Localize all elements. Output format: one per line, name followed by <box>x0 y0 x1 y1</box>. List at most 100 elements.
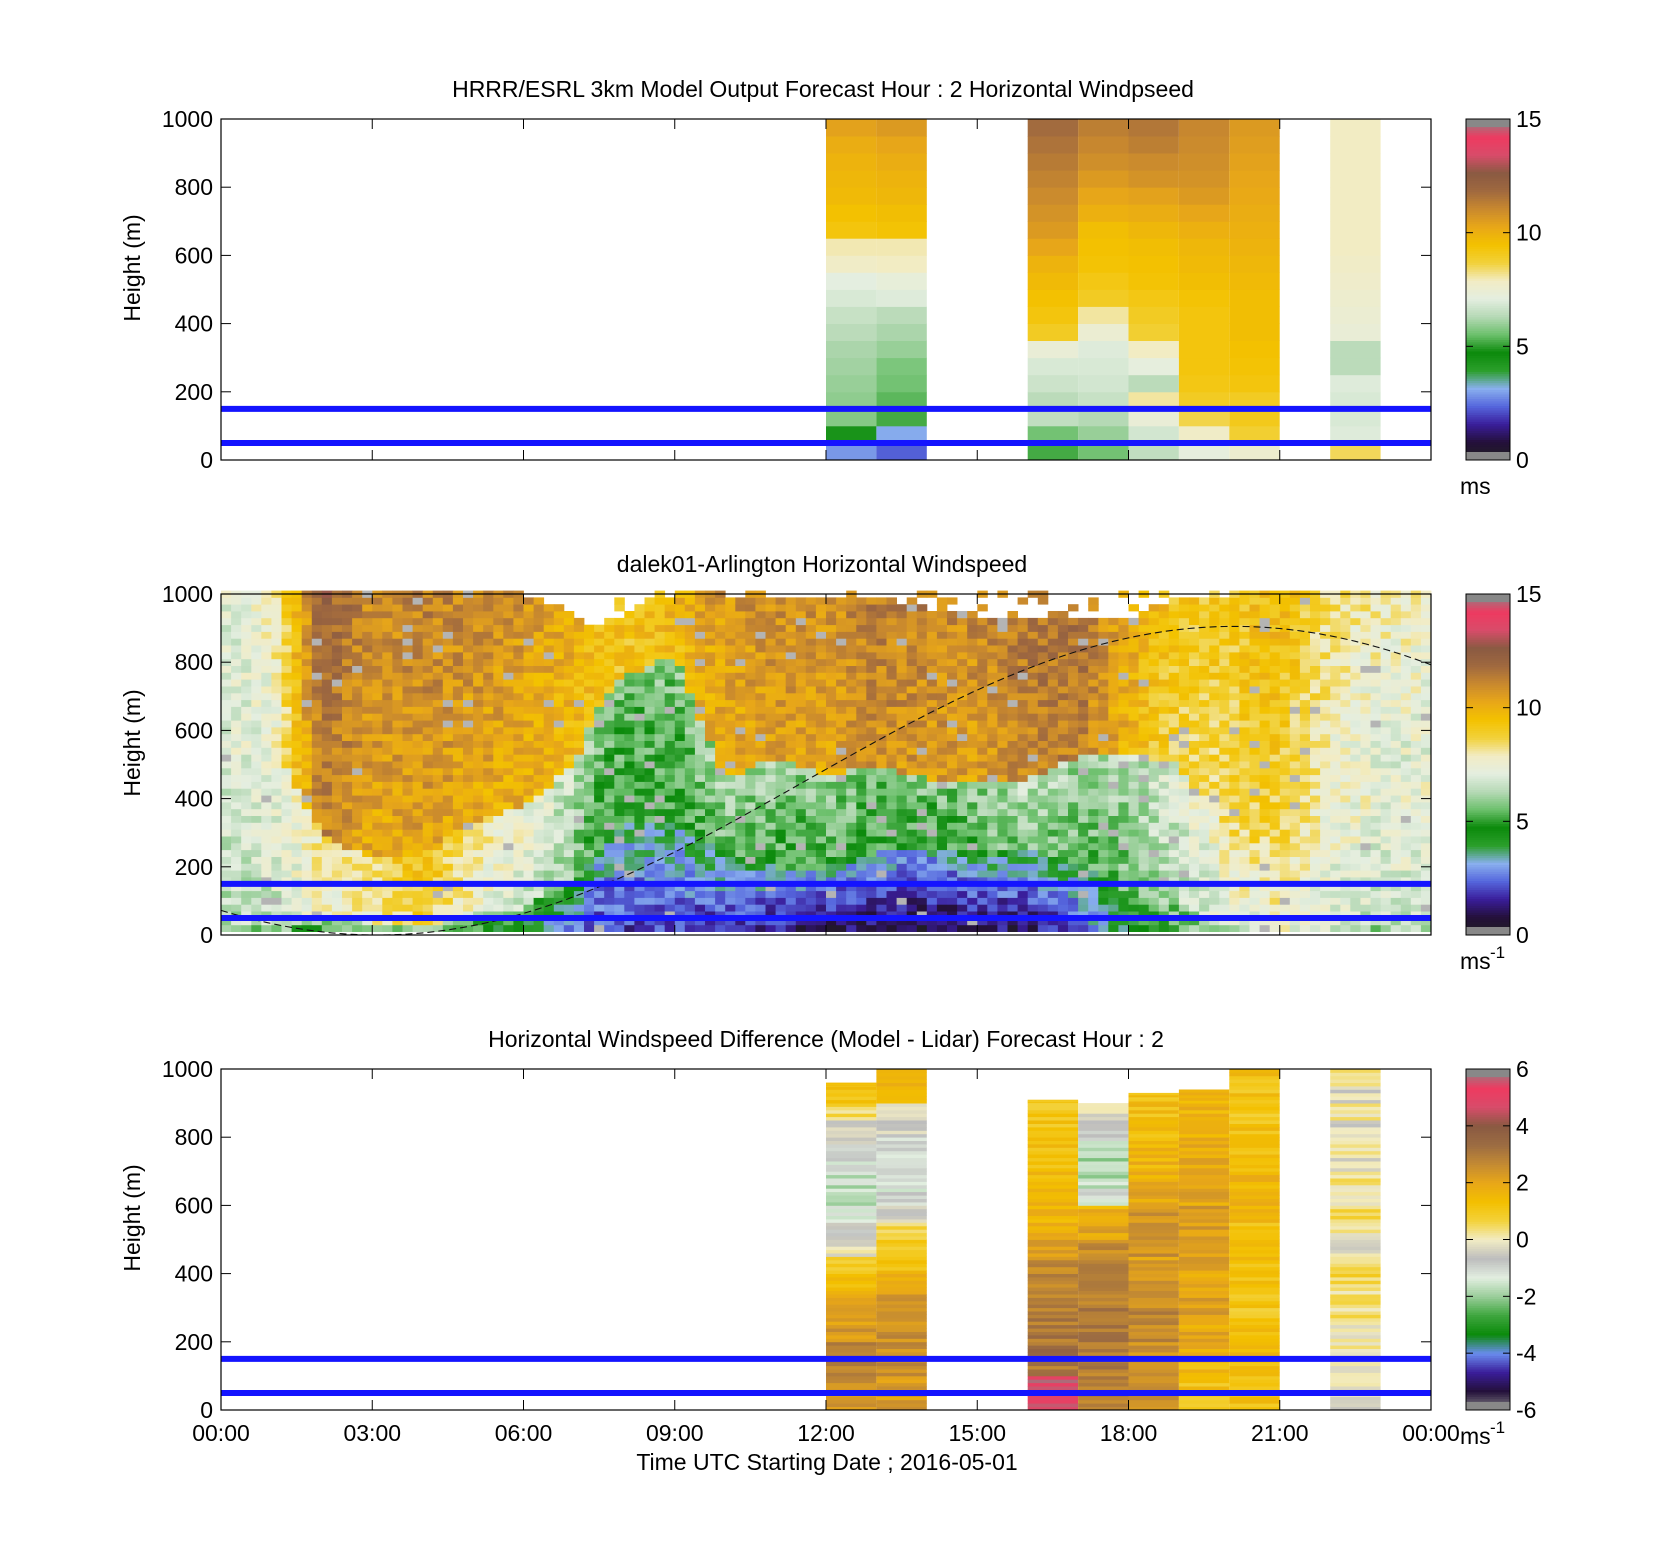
heatmap-cell <box>987 877 998 885</box>
heatmap-cell <box>1047 733 1059 741</box>
heatmap-cell <box>836 638 847 646</box>
heatmap-cell <box>594 645 605 653</box>
heatmap-cell <box>684 774 696 782</box>
heatmap-cell <box>372 829 383 837</box>
heatmap-cell <box>1138 795 1150 803</box>
heatmap-cell <box>231 918 242 926</box>
heatmap-cell <box>775 877 787 885</box>
heatmap-cell <box>412 658 424 666</box>
heatmap-cell <box>422 638 434 646</box>
heatmap-cell <box>543 672 555 680</box>
heatmap-cell <box>281 842 292 851</box>
heatmap-cell <box>1148 877 1160 885</box>
heatmap-cell <box>271 808 282 816</box>
heatmap-cell <box>321 856 333 864</box>
heatmap-cell <box>503 870 514 878</box>
heatmap-cell <box>402 604 413 612</box>
heatmap-cell <box>251 638 262 646</box>
colorbar-segment <box>1466 289 1510 293</box>
heatmap-cell <box>352 795 363 803</box>
heatmap-cell <box>805 754 817 762</box>
heatmap-cell <box>1027 808 1039 816</box>
heatmap-cell <box>624 836 635 844</box>
heatmap-cell <box>352 788 363 796</box>
heatmap-cell <box>503 754 514 762</box>
heatmap-cell <box>452 699 464 707</box>
heatmap-cell <box>1027 289 1079 307</box>
heatmap-cell <box>402 713 413 721</box>
colorbar-segment <box>1466 314 1510 318</box>
heatmap-cell <box>311 815 323 823</box>
heatmap-cell <box>654 706 666 714</box>
heatmap-cell <box>725 822 736 830</box>
heatmap-cell <box>392 856 403 864</box>
heatmap-cell <box>1068 713 1079 721</box>
heatmap-cell <box>1057 842 1069 851</box>
heatmap-cell <box>997 638 1008 646</box>
heatmap-cell <box>342 727 353 735</box>
heatmap-cell <box>926 870 938 878</box>
heatmap-cell <box>684 767 696 776</box>
heatmap-cell <box>271 849 282 857</box>
heatmap-cell <box>251 665 262 673</box>
heatmap-cell <box>231 692 242 701</box>
heatmap-cell <box>987 638 998 646</box>
heatmap-cell <box>826 904 837 912</box>
heatmap-cell <box>765 788 776 796</box>
heatmap-cell <box>906 877 918 885</box>
heatmap-cell <box>735 617 746 626</box>
heatmap-cell <box>372 617 383 626</box>
heatmap-cell <box>1057 815 1069 823</box>
heatmap-cell <box>1148 686 1160 694</box>
heatmap-cell <box>412 849 424 857</box>
heatmap-cell <box>553 754 565 762</box>
heatmap-cell <box>362 781 373 789</box>
colorbar-segment <box>1466 325 1510 329</box>
heatmap-cell <box>826 672 837 680</box>
heatmap-cell <box>674 597 686 605</box>
heatmap-cell <box>261 856 272 864</box>
heatmap-cell <box>1128 761 1139 769</box>
heatmap-cell <box>1148 842 1160 851</box>
heatmap-cell <box>694 658 706 666</box>
heatmap-cell <box>473 829 484 837</box>
heatmap-cell <box>705 924 716 932</box>
heatmap-cell <box>936 856 948 864</box>
heatmap-cell <box>473 815 484 823</box>
heatmap-cell <box>866 918 877 926</box>
heatmap-cell <box>241 652 252 660</box>
heatmap-cell <box>684 754 696 762</box>
heatmap-cell <box>432 877 444 885</box>
heatmap-cell <box>906 679 918 687</box>
heatmap-cell <box>331 836 343 844</box>
heatmap-cell <box>634 911 645 919</box>
heatmap-cell <box>634 740 645 748</box>
heatmap-cell <box>906 897 918 905</box>
heatmap-cell <box>755 808 766 816</box>
heatmap-cell <box>1037 706 1049 714</box>
heatmap-cell <box>463 631 474 639</box>
heatmap-cell <box>926 904 938 912</box>
heatmap-cell <box>412 877 424 885</box>
heatmap-cell <box>664 802 676 810</box>
heatmap-cell <box>372 767 383 776</box>
heatmap-cell <box>231 795 242 803</box>
heatmap-cell <box>1057 733 1069 741</box>
heatmap-cell <box>614 836 625 844</box>
heatmap-cell <box>584 754 595 762</box>
heatmap-cell <box>1068 699 1079 707</box>
heatmap-cell <box>1088 652 1099 660</box>
heatmap-cell <box>1148 883 1160 892</box>
heatmap-cell <box>412 822 424 830</box>
heatmap-cell <box>493 863 504 871</box>
heatmap-cell <box>352 842 363 851</box>
heatmap-cell <box>372 911 383 919</box>
heatmap-cell <box>432 686 444 694</box>
heatmap-cell <box>573 686 585 694</box>
heatmap-cell <box>573 713 585 721</box>
heatmap-cell <box>442 645 454 653</box>
heatmap-cell <box>614 863 625 871</box>
colorbar-segment <box>1466 164 1510 168</box>
heatmap-cell <box>573 856 585 864</box>
heatmap-cell <box>483 645 494 653</box>
